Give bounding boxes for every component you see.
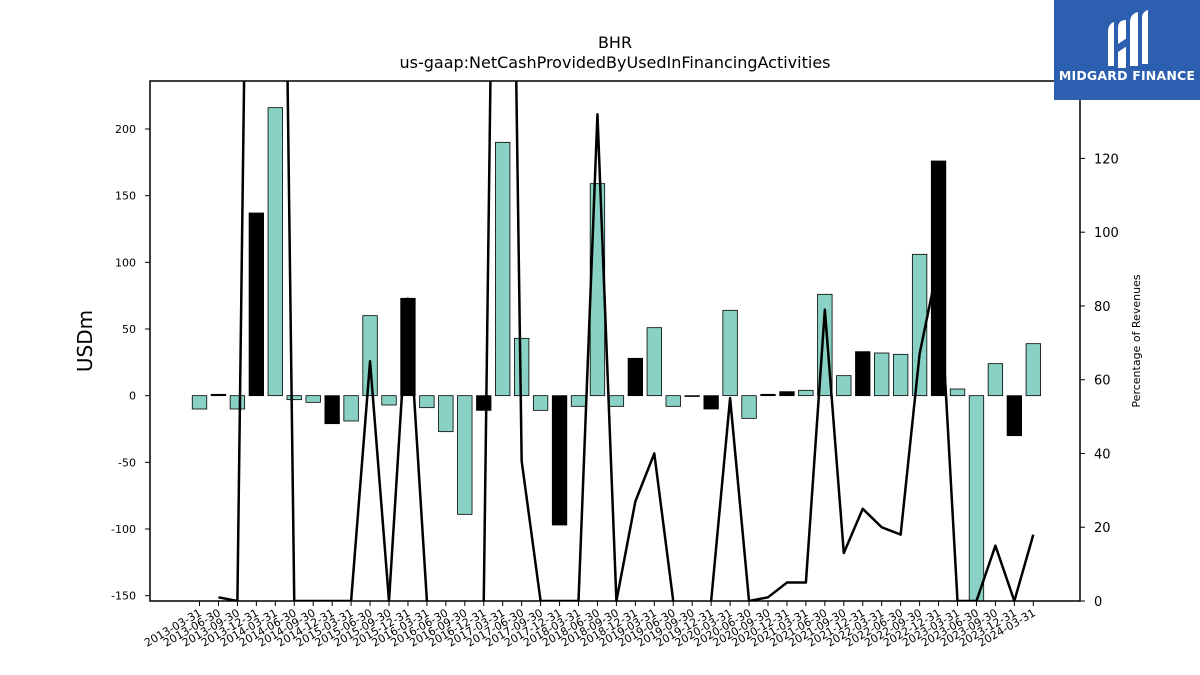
y2-tick-label: 100 [1094,226,1119,241]
y-tick-label: -50 [118,456,136,469]
bar [324,395,340,425]
bar [1006,395,1022,437]
bar [210,393,227,397]
y2-axis-label: Percentage of Revenues [1130,274,1143,407]
bar [495,141,511,397]
y-tick-label: 0 [129,390,136,403]
bar [419,395,435,409]
bar [438,395,454,433]
bar [665,395,681,407]
bar [893,353,909,397]
bar [836,375,852,397]
y-tick-label: 100 [115,256,136,269]
bar [362,315,378,397]
y-axis-label: USDm [73,310,97,372]
x-axis-ticks: 2013-03-312013-06-302013-09-302013-12-31… [142,601,1038,650]
bar [229,395,246,410]
bar [627,357,643,397]
bar [684,395,700,397]
bar [703,395,719,410]
bar [987,363,1004,397]
bar [476,395,492,411]
midgard-logo-icon [1108,10,1148,68]
y-tick-label: 200 [115,123,136,136]
bar-series [191,107,1041,601]
bar [191,395,208,410]
ratio-line-segment [482,81,675,601]
y-tick-label: -150 [111,590,136,603]
bar [570,395,587,407]
y2-tick-label: 0 [1094,595,1102,610]
bar [267,107,283,397]
bar [305,395,321,403]
bar [874,352,890,397]
y2-tick-label: 80 [1094,300,1111,315]
y-tick-label: 150 [115,190,136,203]
bar [551,395,568,526]
bar [722,309,738,397]
bar [949,388,966,397]
bar [532,395,549,411]
bar [646,327,662,397]
ratio-line-segment [218,81,429,601]
bar [798,389,814,397]
brand-logo: MIDGARD FINANCE [1054,0,1200,100]
bar [1025,343,1041,397]
bar [779,391,795,397]
y2-tick-label: 60 [1094,374,1111,389]
y-tick-label: 50 [122,323,136,336]
y-tick-label: -100 [111,523,136,536]
bar [343,395,359,422]
line-series [218,81,1035,601]
plot-frame [149,80,1081,602]
y2-tick-label: 40 [1094,447,1111,462]
bar [286,395,302,401]
chart-subtitle: us-gaap:NetCashProvidedByUsedInFinancing… [399,53,830,72]
bar [911,253,928,397]
bar [381,395,397,406]
bar [855,351,871,397]
bar [248,212,265,397]
bar [741,395,757,419]
brand-name: MIDGARD FINANCE [1058,68,1196,83]
y2-tick-label: 20 [1094,521,1111,536]
left-axis-ticks: -150 -100 -50 0 50 100 150 200 [111,123,150,603]
bar [968,395,985,601]
right-axis-ticks: 0 20 40 60 80 100 120 [1080,152,1119,610]
ratio-line-segment [709,260,1035,601]
y2-tick-label: 120 [1094,152,1119,167]
bar [760,393,776,397]
bar [608,395,625,407]
chart-title: BHR [598,33,632,52]
bar [457,395,473,515]
